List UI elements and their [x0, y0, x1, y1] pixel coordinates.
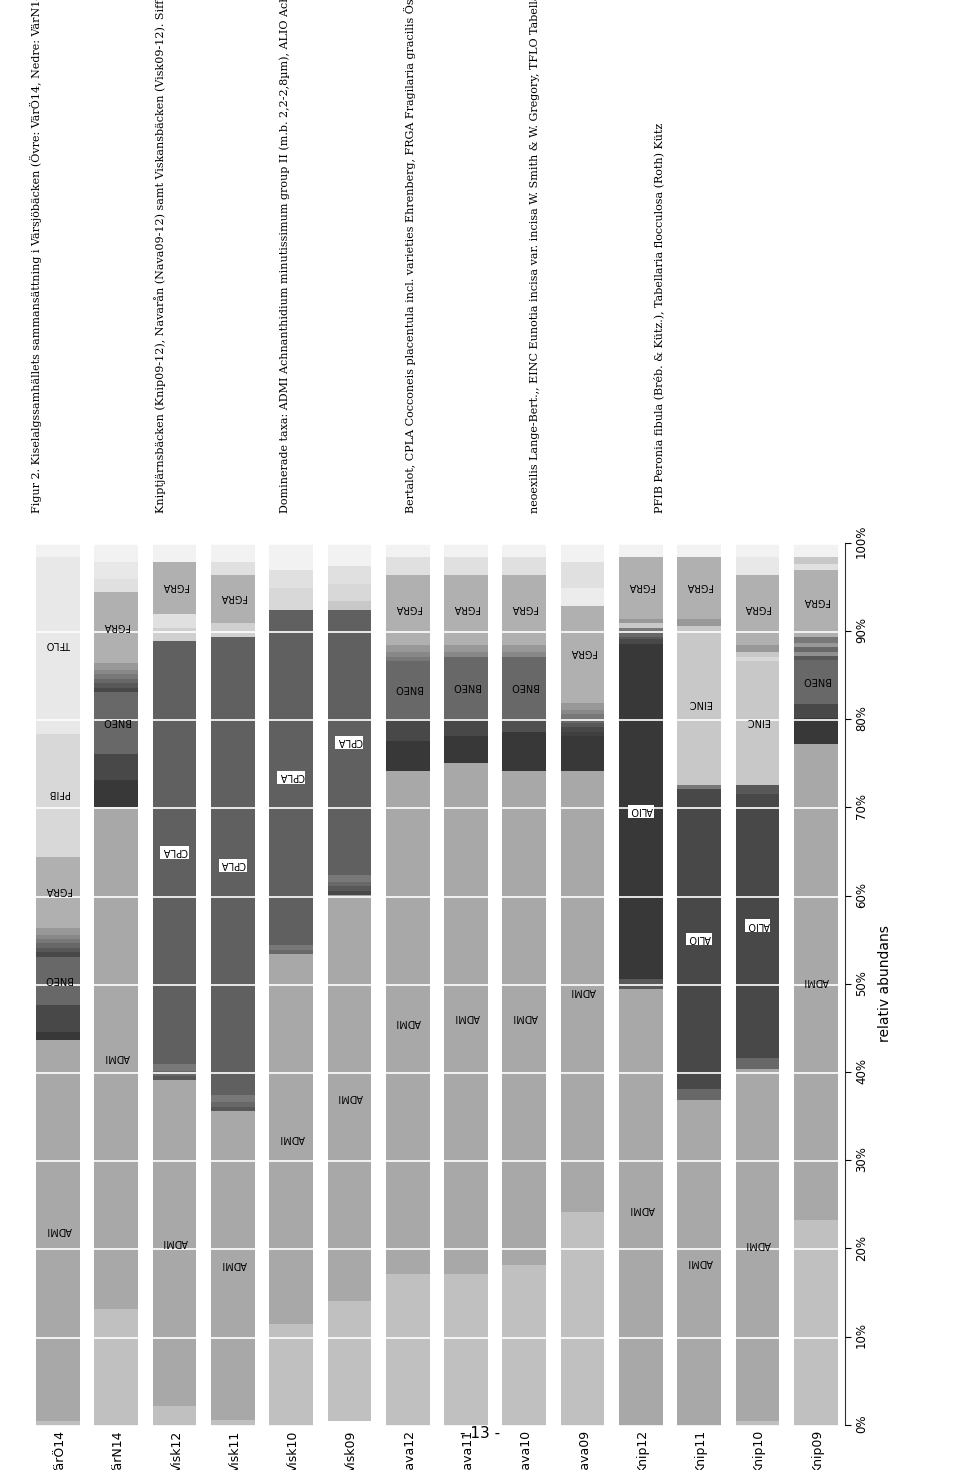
Text: - 13 -: - 13 - — [460, 1426, 500, 1441]
